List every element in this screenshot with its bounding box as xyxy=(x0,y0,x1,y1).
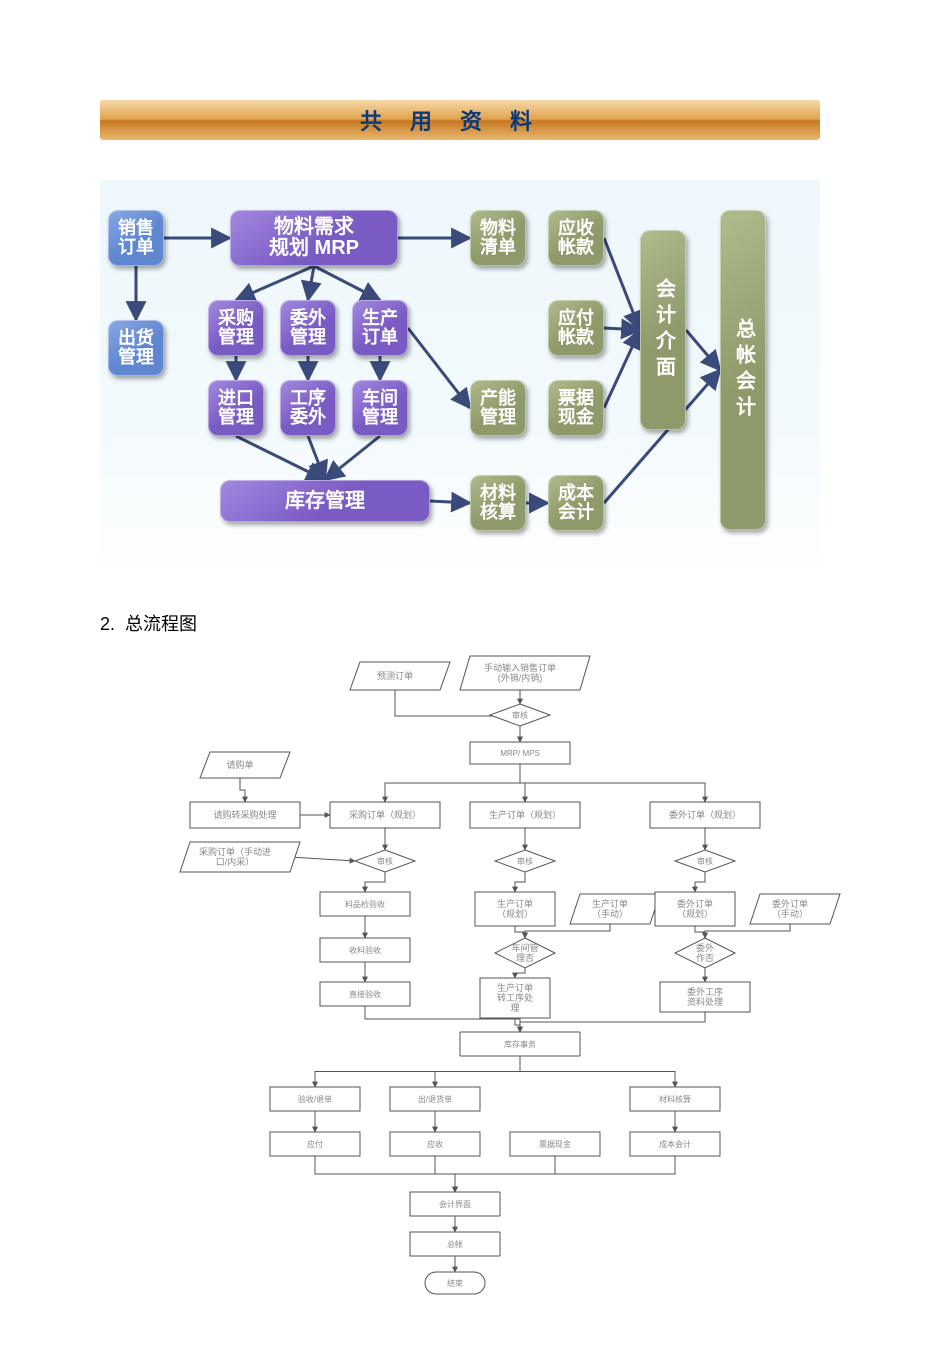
svg-text:生产订单（规划）: 生产订单（规划） xyxy=(497,898,533,919)
svg-text:委外订单（手动）: 委外订单（手动） xyxy=(772,898,808,919)
svg-text:审核: 审核 xyxy=(377,856,393,866)
svg-text:应付: 应付 xyxy=(307,1139,323,1149)
module-bom: 物料 清单 xyxy=(470,210,526,266)
svg-text:委外工序资料处理: 委外工序资料处理 xyxy=(687,986,723,1007)
svg-text:出/退货单: 出/退货单 xyxy=(418,1094,452,1104)
svg-text:材料核算: 材料核算 xyxy=(659,1094,691,1104)
svg-text:生产订单（手动）: 生产订单（手动） xyxy=(592,898,628,919)
module-inv: 库存管理 xyxy=(220,480,430,522)
svg-text:总帐: 总帐 xyxy=(447,1239,463,1249)
svg-text:收料验收: 收料验收 xyxy=(349,945,381,955)
svg-text:审核: 审核 xyxy=(512,710,528,720)
svg-text:请购单: 请购单 xyxy=(226,759,253,770)
module-mrp: 物料需求 规划 MRP xyxy=(230,210,398,266)
module-shop: 车间 管理 xyxy=(352,380,408,436)
svg-text:审核: 审核 xyxy=(697,856,713,866)
module-iface: 会计介面 xyxy=(640,230,686,430)
svg-text:委外作否: 委外作否 xyxy=(696,942,714,963)
module-imp: 进口 管理 xyxy=(208,380,264,436)
svg-text:成本会计: 成本会计 xyxy=(659,1139,691,1149)
banner-title: 共用资料 xyxy=(100,100,820,140)
module-ship: 出货 管理 xyxy=(108,320,164,376)
svg-text:票据现金: 票据现金 xyxy=(539,1139,571,1149)
module-note: 票据 现金 xyxy=(548,380,604,436)
svg-text:委外订单（规划）: 委外订单（规划） xyxy=(677,898,713,919)
svg-text:请购转采购处理: 请购转采购处理 xyxy=(213,809,276,820)
svg-text:直接验收: 直接验收 xyxy=(349,989,381,999)
svg-text:应收: 应收 xyxy=(427,1139,443,1149)
module-diagram: 销售 订单出货 管理 物料需求 规划 MRP 采购 管理委外 管理生产 订单进口 管… xyxy=(100,180,820,580)
svg-text:验收/退单: 验收/退单 xyxy=(298,1094,332,1104)
svg-text:采购订单（规划）: 采购订单（规划） xyxy=(349,809,421,820)
svg-text:审核: 审核 xyxy=(517,856,533,866)
svg-text:MRP/ MPS: MRP/ MPS xyxy=(500,749,540,758)
module-cost: 成本 会计 xyxy=(548,475,604,531)
module-gl: 总帐会计 xyxy=(720,210,766,530)
module-mat: 材料 核算 xyxy=(470,475,526,531)
module-out: 委外 管理 xyxy=(280,300,336,356)
module-op: 工序 委外 xyxy=(280,380,336,436)
overall-flowchart: 预测订单手动输入销售订单(外销/内销)审核MRP/ MPS请购单请购转采购处理采… xyxy=(130,642,850,1322)
svg-text:生产订单（规划）: 生产订单（规划） xyxy=(489,809,561,820)
module-po: 采购 管理 xyxy=(208,300,264,356)
svg-text:委外订单（规划）: 委外订单（规划） xyxy=(669,809,741,820)
module-cap: 产能 管理 xyxy=(470,380,526,436)
svg-text:预测订单: 预测订单 xyxy=(377,670,413,681)
svg-text:库存事务: 库存事务 xyxy=(504,1039,536,1049)
section-2-heading: 2. 总流程图 xyxy=(100,610,850,636)
module-mo: 生产 订单 xyxy=(352,300,408,356)
module-sales: 销售 订单 xyxy=(108,210,164,266)
svg-text:结束: 结束 xyxy=(447,1278,463,1288)
module-ap: 应付 帐款 xyxy=(548,300,604,356)
svg-text:料品检验收: 料品检验收 xyxy=(345,899,385,909)
svg-text:会计界面: 会计界面 xyxy=(439,1199,471,1209)
module-ar: 应收 帐款 xyxy=(548,210,604,266)
